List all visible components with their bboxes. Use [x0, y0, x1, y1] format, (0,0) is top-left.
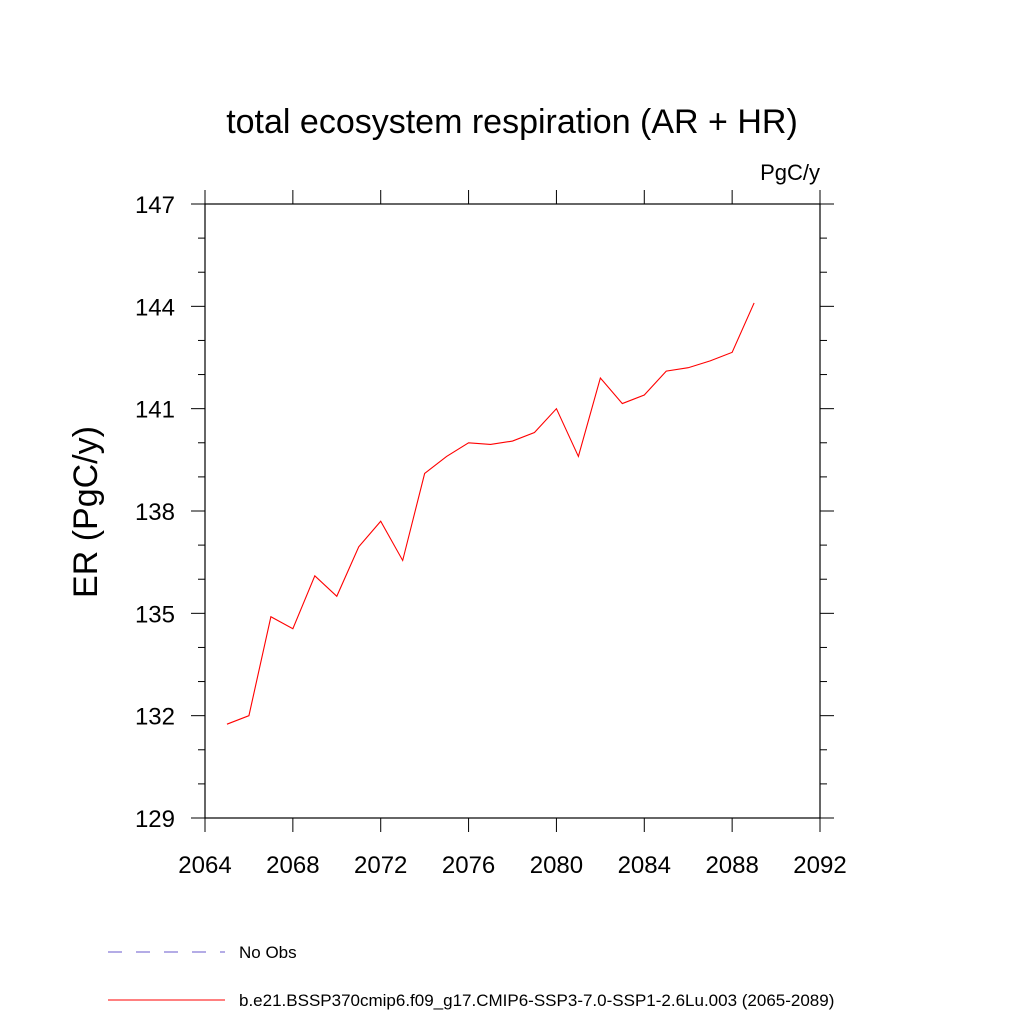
- x-tick-label: 2072: [354, 852, 407, 879]
- axis-ticks: 129 132 135 138 141 144 147 2064 2068 2072 2076 208…: [135, 190, 847, 879]
- x-tick-label: 2080: [530, 852, 583, 879]
- x-tick-label: 2064: [178, 852, 231, 879]
- chart-title: total ecosystem respiration (AR + HR): [226, 103, 798, 141]
- series-line-1: [226, 302, 755, 725]
- y-tick-label: 144: [135, 294, 175, 321]
- units-label: PgC/y: [760, 160, 820, 185]
- x-tick-label: 2088: [705, 852, 758, 879]
- y-tick-label: 135: [135, 601, 175, 628]
- series-layer: [226, 302, 755, 725]
- plot-frame: [204, 203, 821, 819]
- y-tick-label: 129: [135, 806, 175, 833]
- x-tick-label: 2092: [793, 852, 846, 879]
- y-tick-label: 138: [135, 499, 175, 526]
- legend-label-model: b.e21.BSSP370cmip6.f09_g17.CMIP6-SSP3-7.…: [239, 991, 834, 1010]
- y-tick-label: 132: [135, 704, 175, 731]
- x-tick-label: 2076: [442, 852, 495, 879]
- legend: No Obs b.e21.BSSP370cmip6.f09_g17.CMIP6-…: [108, 943, 834, 1010]
- legend-label-no-obs: No Obs: [239, 943, 297, 962]
- y-axis-label: ER (PgC/y): [67, 426, 105, 598]
- x-tick-label: 2084: [618, 852, 671, 879]
- x-tick-label: 2068: [266, 852, 319, 879]
- y-tick-label: 147: [135, 192, 175, 219]
- y-tick-label: 141: [135, 397, 175, 424]
